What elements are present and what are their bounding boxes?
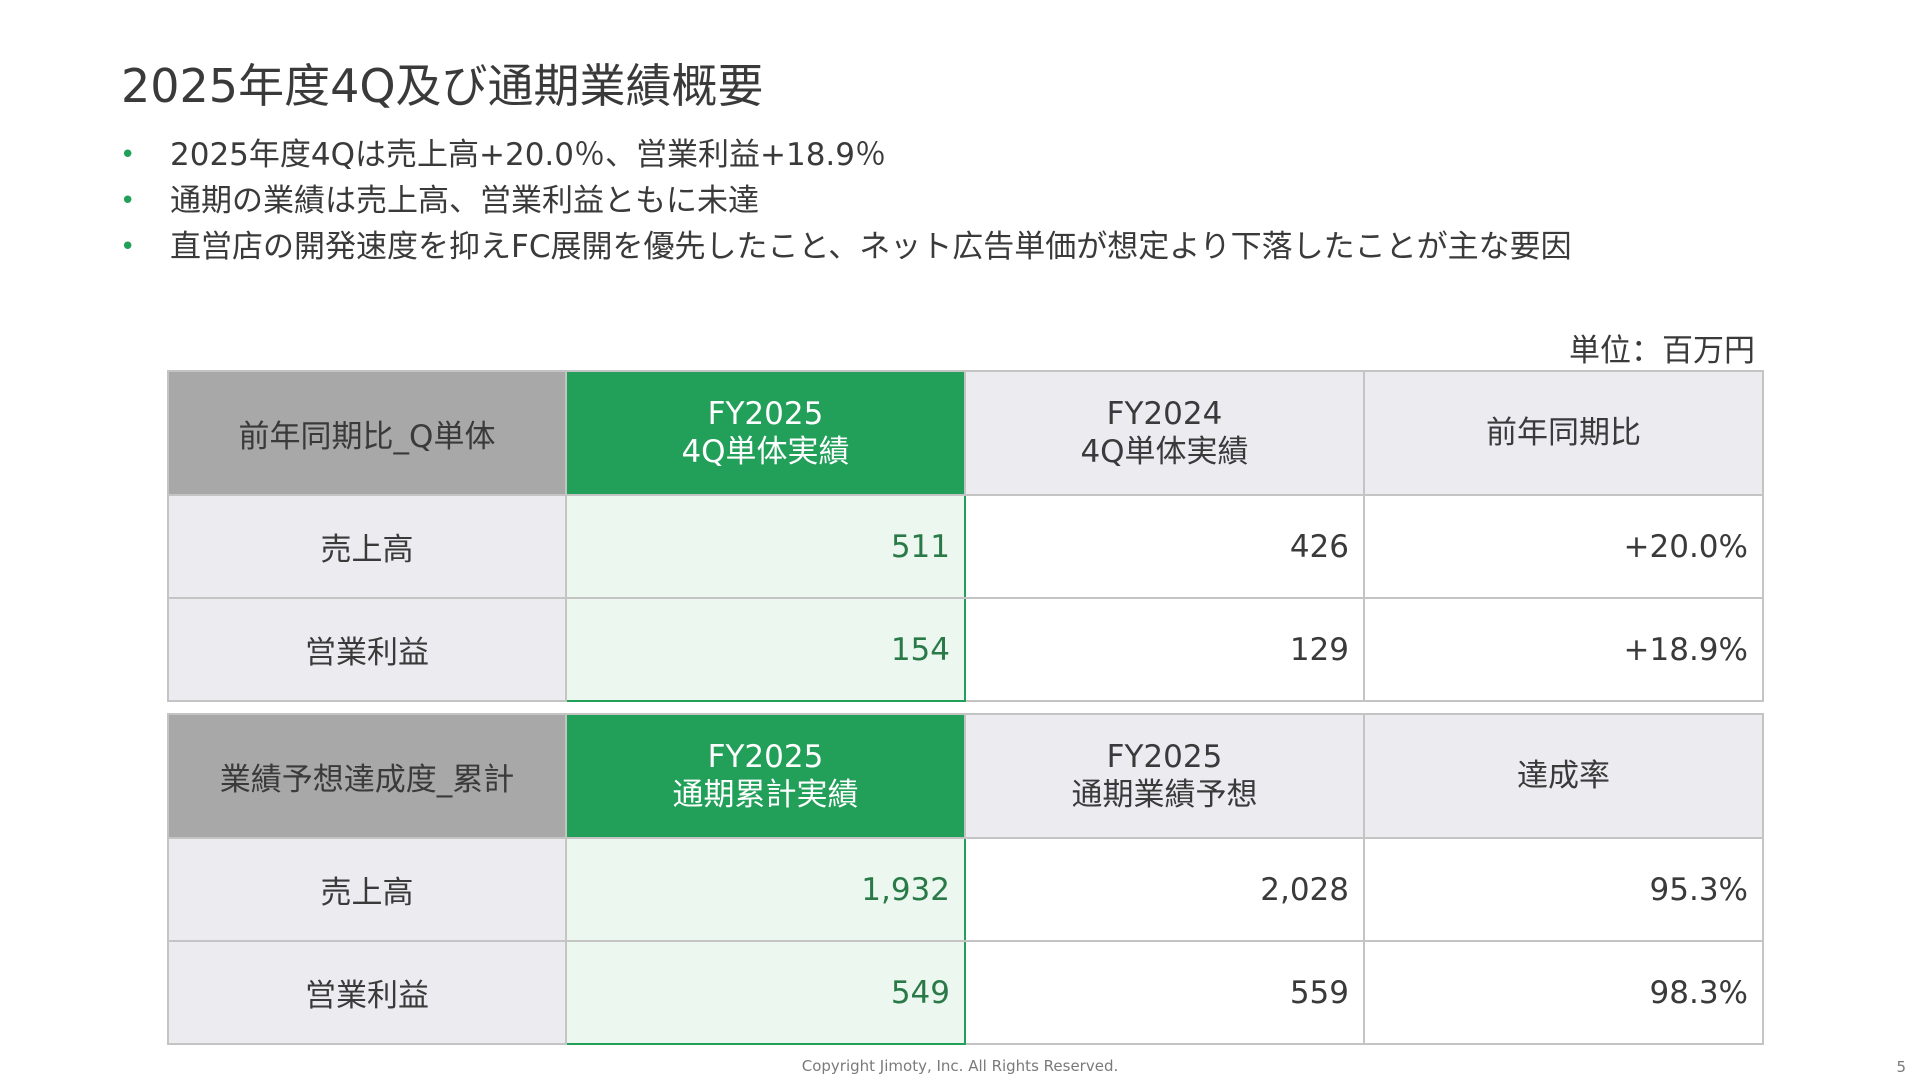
bullet-text: 2025年度4Qは売上高+20.0％、営業利益+18.9％ <box>170 137 887 173</box>
actual-value: 1,932 <box>565 837 966 942</box>
current-value: 511 <box>565 494 966 599</box>
previous-value: 426 <box>964 494 1365 599</box>
quarter-comparison-table: 前年同期比_Q単体 FY2025 4Q単体実績 FY2024 4Q単体実績 前年… <box>167 370 1764 702</box>
current-value: 154 <box>565 597 966 702</box>
table-row: 営業利益 154 129 +18.9% <box>167 597 1764 702</box>
fy2025-forecast-header: FY2025 通期業績予想 <box>964 713 1365 839</box>
header-line: FY2025 <box>1106 739 1223 775</box>
forecast-achievement-table: 業績予想達成度_累計 FY2025 通期累計実績 FY2025 通期業績予想 達… <box>167 713 1764 1045</box>
fy2025-actual-header: FY2025 通期累計実績 <box>565 713 966 839</box>
table-header-row: 前年同期比_Q単体 FY2025 4Q単体実績 FY2024 4Q単体実績 前年… <box>167 370 1764 496</box>
table-row: 営業利益 549 559 98.3% <box>167 940 1764 1045</box>
unit-label: 単位：百万円 <box>1569 333 1755 369</box>
header-line: FY2024 <box>1106 396 1223 432</box>
yoy-value: +18.9% <box>1363 597 1764 702</box>
fy2024-q4-header: FY2024 4Q単体実績 <box>964 370 1365 496</box>
forecast-value: 559 <box>964 940 1365 1045</box>
row-label: 売上高 <box>167 494 567 599</box>
yoy-header: 前年同期比 <box>1363 370 1764 496</box>
bullet-text: 通期の業績は売上高、営業利益ともに未達 <box>170 183 759 219</box>
bullet-dot-icon: • <box>120 140 136 170</box>
actual-value: 549 <box>565 940 966 1045</box>
row-label: 営業利益 <box>167 940 567 1045</box>
bullet-item: • 直営店の開発速度を抑えFC展開を優先したこと、ネット広告単価が想定より下落した… <box>120 224 1572 270</box>
fy2025-q4-header: FY2025 4Q単体実績 <box>565 370 966 496</box>
bullet-item: • 2025年度4Qは売上高+20.0％、営業利益+18.9％ <box>120 132 1572 178</box>
table-row: 売上高 1,932 2,028 95.3% <box>167 837 1764 942</box>
summary-bullets: • 2025年度4Qは売上高+20.0％、営業利益+18.9％ • 通期の業績は売上… <box>120 132 1572 270</box>
table-title-cell: 業績予想達成度_累計 <box>167 713 567 839</box>
header-line: 通期累計実績 <box>672 777 859 813</box>
header-line: 4Q単体実績 <box>1080 434 1249 470</box>
bullet-dot-icon: • <box>120 232 136 262</box>
table-title-cell: 前年同期比_Q単体 <box>167 370 567 496</box>
achievement-rate-header: 達成率 <box>1363 713 1764 839</box>
achievement-rate-value: 98.3% <box>1363 940 1764 1045</box>
table-row: 売上高 511 426 +20.0% <box>167 494 1764 599</box>
header-line: FY2025 <box>707 396 824 432</box>
bullet-dot-icon: • <box>120 186 136 216</box>
copyright-footer: Copyright Jimoty, Inc. All Rights Reserv… <box>801 1057 1119 1075</box>
yoy-value: +20.0% <box>1363 494 1764 599</box>
row-label: 営業利益 <box>167 597 567 702</box>
header-line: 通期業績予想 <box>1071 777 1258 813</box>
previous-value: 129 <box>964 597 1365 702</box>
bullet-item: • 通期の業績は売上高、営業利益ともに未達 <box>120 178 1572 224</box>
page-title: 2025年度4Q及び通期業績概要 <box>121 59 764 113</box>
header-line: 4Q単体実績 <box>681 434 850 470</box>
forecast-value: 2,028 <box>964 837 1365 942</box>
page-number: 5 <box>1896 1058 1906 1076</box>
achievement-rate-value: 95.3% <box>1363 837 1764 942</box>
table-header-row: 業績予想達成度_累計 FY2025 通期累計実績 FY2025 通期業績予想 達… <box>167 713 1764 839</box>
bullet-text: 直営店の開発速度を抑えFC展開を優先したこと、ネット広告単価が想定より下落したこ… <box>170 229 1572 265</box>
row-label: 売上高 <box>167 837 567 942</box>
header-line: FY2025 <box>707 739 824 775</box>
